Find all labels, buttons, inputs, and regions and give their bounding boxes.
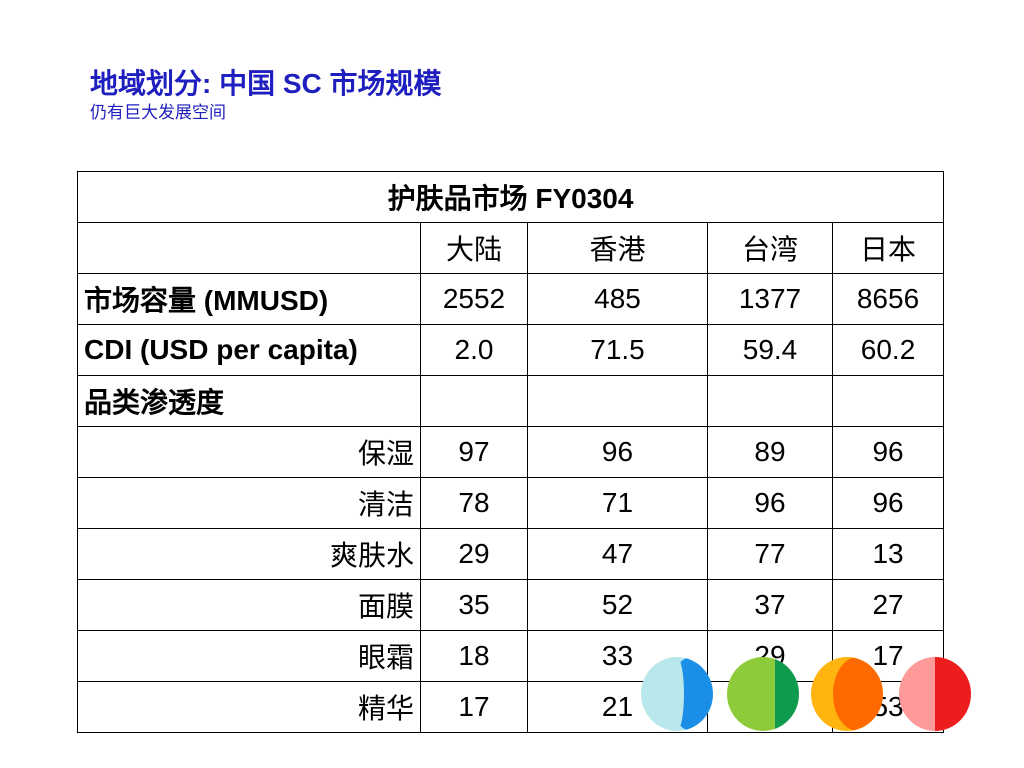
table-cell [707, 375, 833, 427]
table-cell: 71.5 [527, 324, 708, 376]
table-cell: 37 [707, 579, 833, 631]
table-cell: 96 [707, 477, 833, 529]
table-cell: 18 [420, 630, 528, 682]
row-label: CDI (USD per capita) [77, 324, 421, 376]
table-cell: 59.4 [707, 324, 833, 376]
category-label: 保湿 [77, 426, 421, 478]
blue-logo-inner [669, 657, 685, 731]
table-header-row: 大陆 香港 台湾 日本 [77, 222, 945, 274]
category-label: 清洁 [77, 477, 421, 529]
red-logo-crescent [935, 657, 971, 731]
category-label: 爽肤水 [77, 528, 421, 580]
table-cell: 96 [527, 426, 708, 478]
table-cell: 27 [831, 579, 945, 631]
red-logo-circle [899, 657, 971, 731]
table-cell: 8656 [831, 273, 945, 325]
table-cell: 2.0 [420, 324, 528, 376]
table-cell: 485 [527, 273, 708, 325]
table-row: 市场容量 (MMUSD) 2552 485 1377 8656 [77, 273, 945, 325]
table-cell: 29 [420, 528, 528, 580]
table-cell: 60.2 [831, 324, 945, 376]
table-cell: 96 [831, 477, 945, 529]
blue-logo-circle [641, 657, 713, 731]
table-cell: 17 [420, 681, 528, 733]
category-label: 面膜 [77, 579, 421, 631]
table-cell: 2552 [420, 273, 528, 325]
table-cell: 78 [420, 477, 528, 529]
table-caption: 护肤品市场 FY0304 [76, 171, 945, 223]
table-row: CDI (USD per capita) 2.0 71.5 59.4 60.2 [77, 324, 945, 376]
table-cell [420, 375, 528, 427]
column-header: 香港 [527, 222, 708, 274]
header-empty-cell [77, 222, 421, 274]
category-label: 眼霜 [77, 630, 421, 682]
row-label: 市场容量 (MMUSD) [77, 273, 421, 325]
category-label: 精华 [77, 681, 421, 733]
table-cell: 96 [831, 426, 945, 478]
table-row: 保湿 97 96 89 96 [77, 426, 945, 478]
green-logo-crescent [774, 657, 799, 731]
table-cell [527, 375, 708, 427]
green-logo-circle [727, 657, 799, 731]
column-header: 台湾 [707, 222, 833, 274]
skincare-market-table: 护肤品市场 FY0304 大陆 香港 台湾 日本 市场容量 (MMUSD) 25… [76, 171, 945, 733]
title-block: 地域划分: 中国 SC 市场规模 仍有巨大发展空间 [90, 66, 442, 124]
table-cell: 97 [420, 426, 528, 478]
table-cell: 1377 [707, 273, 833, 325]
column-header: 日本 [831, 222, 945, 274]
table-row: 品类渗透度 [77, 375, 945, 427]
table-cell: 13 [831, 528, 945, 580]
row-label: 品类渗透度 [77, 375, 421, 427]
table-cell [831, 375, 945, 427]
table-cell: 47 [527, 528, 708, 580]
table-cell: 77 [707, 528, 833, 580]
page-subtitle: 仍有巨大发展空间 [90, 103, 226, 122]
orange-logo-circle [811, 657, 883, 731]
table-cell: 52 [527, 579, 708, 631]
orange-logo-crescent [832, 657, 883, 731]
table-caption-row: 护肤品市场 FY0304 [76, 171, 945, 223]
table-cell: 89 [707, 426, 833, 478]
table-cell: 35 [420, 579, 528, 631]
table-row: 面膜 35 52 37 27 [77, 579, 945, 631]
table-row: 爽肤水 29 47 77 13 [77, 528, 945, 580]
column-header: 大陆 [420, 222, 528, 274]
table-cell: 71 [527, 477, 708, 529]
page-title: 地域划分: 中国 SC 市场规模 [90, 68, 442, 99]
table-row: 清洁 78 71 96 96 [77, 477, 945, 529]
